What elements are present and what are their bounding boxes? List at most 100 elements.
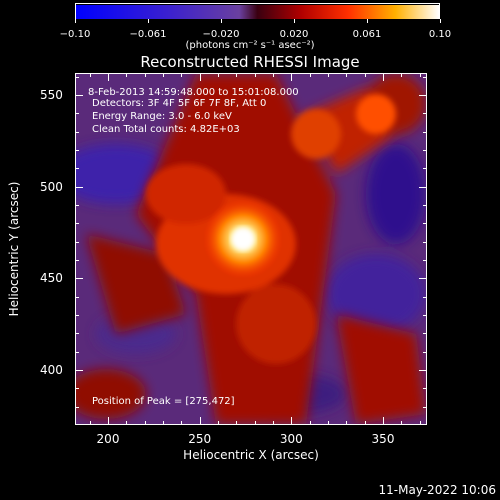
tick-mark [75, 95, 83, 96]
tick-mark [75, 205, 79, 206]
heatmap-image [76, 74, 426, 424]
colorbar-tick-label: 0.061 [352, 29, 382, 40]
tick-mark [423, 315, 427, 316]
tick-mark [75, 76, 79, 78]
tick-mark [236, 73, 238, 77]
annotation-time: 8-Feb-2013 14:59:48.000 to 15:01:08.000 [88, 87, 299, 98]
tick-mark [273, 73, 274, 77]
plot-area: 8-Feb-2013 14:59:48.000 to 15:01:08.000 … [75, 73, 427, 425]
colorbar-tick-label: 0.10 [428, 29, 452, 40]
tick-mark [364, 73, 366, 77]
tick-mark [199, 417, 201, 425]
tick-mark [328, 421, 329, 425]
tick-mark [423, 388, 427, 390]
x-tick-label: 300 [279, 432, 303, 446]
tick-mark [423, 333, 427, 335]
tick-mark [309, 421, 311, 425]
y-axis-label: Heliocentric Y (arcsec) [7, 181, 21, 317]
tick-mark [423, 150, 427, 151]
tick-mark [423, 76, 427, 78]
tick-mark [328, 73, 329, 77]
tick-mark [163, 421, 164, 425]
tick-mark [423, 168, 427, 170]
tick-mark [75, 388, 79, 390]
tick-mark [423, 241, 427, 243]
tick-mark [419, 73, 421, 77]
tick-mark [419, 95, 427, 96]
colorbar-tick-mark [221, 19, 222, 23]
tick-mark [163, 73, 164, 77]
x-tick-label: 250 [188, 432, 212, 446]
tick-mark [291, 73, 293, 81]
tick-mark [75, 131, 79, 133]
tick-mark [89, 421, 91, 425]
tick-mark [309, 73, 311, 77]
tick-mark [419, 278, 427, 280]
chart-title: Reconstructed RHESSI Image [140, 53, 360, 71]
tick-mark [401, 73, 403, 77]
tick-mark [419, 370, 427, 371]
colorbar-tick-mark [440, 19, 441, 23]
annotation-detectors: Detectors: 3F 4F 5F 6F 7F 8F, Att 0 [92, 98, 267, 109]
tick-mark [218, 421, 219, 425]
tick-mark [75, 370, 83, 371]
tick-mark [75, 186, 83, 188]
colorbar-gradient [76, 5, 439, 19]
tick-mark [383, 73, 384, 81]
colorbar-tick-mark [75, 19, 76, 23]
tick-mark [75, 315, 79, 316]
tick-mark [75, 333, 79, 335]
tick-mark [75, 223, 79, 225]
colorbar-tick-label: 0.020 [279, 29, 309, 40]
tick-mark [126, 421, 128, 425]
x-tick-label: 200 [96, 432, 120, 446]
tick-mark [346, 421, 348, 425]
colorbar-tick-mark [367, 19, 368, 23]
tick-mark [108, 417, 109, 425]
tick-mark [419, 421, 421, 425]
tick-mark [144, 421, 146, 425]
annotation-clean: Clean Total counts: 4.82E+03 [92, 124, 240, 135]
tick-mark [291, 417, 293, 425]
tick-mark [419, 186, 427, 188]
tick-mark [75, 113, 79, 115]
tick-mark [181, 421, 183, 425]
x-tick-label: 350 [371, 432, 395, 446]
tick-mark [236, 421, 238, 425]
tick-mark [423, 351, 427, 353]
tick-mark [89, 73, 91, 77]
tick-mark [75, 351, 79, 353]
colorbar-tick-label: −0.061 [129, 29, 167, 40]
tick-mark [199, 73, 201, 81]
tick-mark [423, 113, 427, 115]
y-tick-label: 400 [40, 363, 63, 377]
tick-mark [273, 421, 274, 425]
tick-mark [346, 73, 348, 77]
tick-mark [401, 421, 403, 425]
tick-mark [254, 73, 256, 77]
timestamp: 11-May-2022 10:06 [378, 483, 496, 497]
annotation-peak: Position of Peak = [275,472] [92, 396, 235, 407]
tick-mark [144, 73, 146, 77]
x-axis-label: Heliocentric X (arcsec) [183, 448, 319, 462]
tick-mark [75, 150, 79, 151]
tick-mark [181, 73, 183, 77]
y-tick-label: 550 [40, 88, 63, 102]
tick-mark [75, 296, 79, 298]
tick-mark [218, 73, 219, 77]
annotation-energy: Energy Range: 3.0 - 6.0 keV [92, 111, 232, 122]
colorbar-tick-label: −0.020 [202, 29, 240, 40]
tick-mark [108, 73, 109, 81]
y-tick-label: 450 [40, 271, 63, 286]
tick-mark [75, 278, 83, 280]
tick-mark [423, 223, 427, 225]
colorbar-units: (photons cm⁻² s⁻¹ asec⁻²) [185, 40, 315, 51]
colorbar-tick-mark [294, 19, 295, 23]
tick-mark [423, 131, 427, 133]
tick-mark [423, 260, 427, 261]
tick-mark [75, 260, 79, 261]
y-tick-label: 500 [40, 179, 63, 194]
colorbar-tick-mark [148, 19, 149, 23]
tick-mark [75, 406, 79, 408]
tick-mark [75, 241, 79, 243]
